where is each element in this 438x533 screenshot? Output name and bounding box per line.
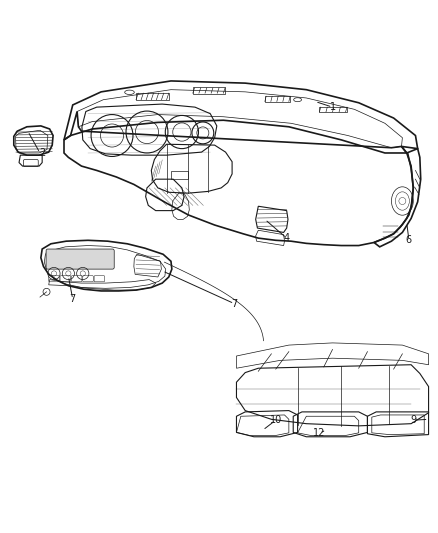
Text: 7: 7 <box>70 294 76 304</box>
Text: 1: 1 <box>329 102 336 112</box>
Text: 6: 6 <box>406 235 412 245</box>
Text: 7: 7 <box>231 298 237 309</box>
Text: 4: 4 <box>284 233 290 243</box>
Text: 10: 10 <box>270 415 282 425</box>
FancyBboxPatch shape <box>46 249 114 269</box>
Text: 12: 12 <box>313 429 325 438</box>
Text: 2: 2 <box>39 148 45 158</box>
Text: 9: 9 <box>410 415 417 425</box>
